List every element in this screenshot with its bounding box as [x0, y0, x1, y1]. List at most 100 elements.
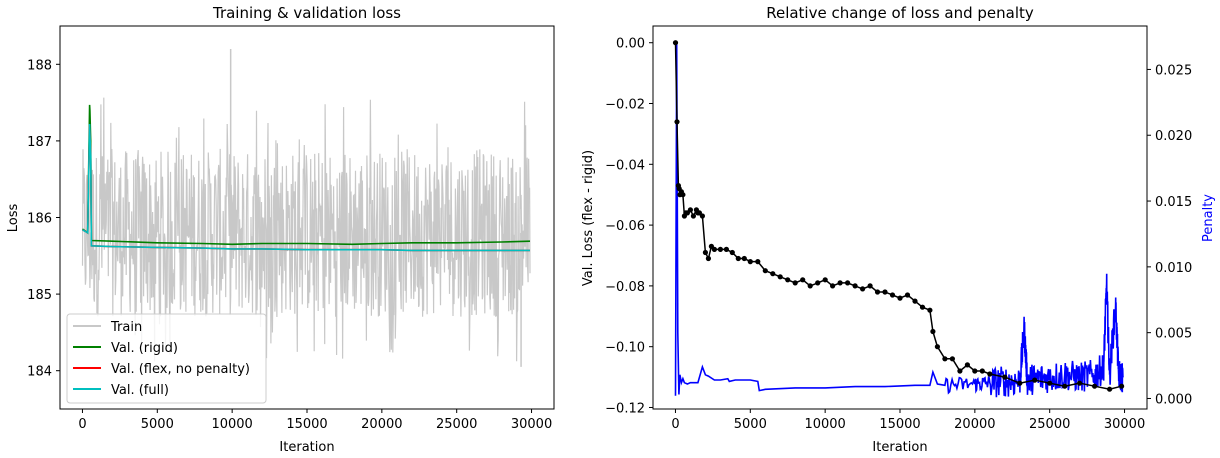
x-tick-label: 15000 [879, 417, 920, 432]
x-tick-label: 25000 [436, 417, 477, 432]
loss-diff-point [1017, 380, 1023, 386]
relative-change-chart: Relative change of loss and penalty 0 500… [581, 4, 1216, 455]
y-tick-label: 187 [27, 135, 52, 150]
loss-diff-point [845, 280, 851, 286]
training-loss-chart: Training & validation loss 0 5000 10000 150… [6, 4, 555, 455]
x-axis-label: Iteration [872, 440, 927, 455]
y-tick-label-left: −0.10 [605, 341, 645, 356]
loss-diff-point [800, 277, 806, 283]
y-tick-label-left: 0.00 [616, 37, 645, 52]
plot-area [672, 40, 1125, 398]
loss-diff-point [717, 246, 724, 252]
loss-diff-point [874, 289, 881, 295]
train-line [81, 97, 531, 362]
axes-frame [59, 25, 555, 410]
y-tick-label-left: −0.02 [605, 98, 645, 113]
loss-diff-point [1119, 383, 1125, 389]
loss-diff-point [723, 246, 730, 252]
y-tick-label-right: 0.005 [1155, 327, 1192, 342]
chart-title: Relative change of loss and penalty [766, 4, 1034, 22]
y-tick-label: 185 [27, 288, 52, 303]
x-tick-label: 5000 [734, 417, 767, 432]
axes-frame [652, 25, 1148, 410]
loss-diff-point [711, 246, 718, 252]
y-tick-label-right: 0.015 [1155, 195, 1192, 210]
loss-diff-point [1032, 377, 1038, 383]
y-tick-label-left: −0.04 [605, 158, 645, 173]
y-axis-label-left: Val. Loss (flex - rigid) [581, 150, 596, 286]
x-tick-label: 0 [78, 417, 86, 432]
legend-label-rigid: Val. (rigid) [111, 341, 178, 356]
loss-diff-point [741, 255, 747, 262]
loss-diff-point [957, 368, 963, 374]
loss-diff-series [672, 40, 1125, 392]
loss-diff-point [830, 283, 836, 289]
x-tick-label: 15000 [286, 417, 327, 432]
x-tick-label: 5000 [141, 417, 174, 432]
loss-diff-point [1107, 386, 1113, 392]
legend-box [66, 313, 267, 404]
x-tick-label: 30000 [1104, 417, 1145, 432]
y-tick-label: 184 [27, 365, 52, 380]
x-tick-label: 25000 [1029, 417, 1070, 432]
loss-diff-point [755, 259, 761, 265]
loss-diff-point [972, 368, 978, 374]
axis-ticks: 0 5000 10000 15000 20000 25000 30000 184 185 186 1… [27, 58, 552, 432]
y-axis-label: Loss [6, 204, 21, 233]
loss-diff-point [702, 249, 709, 256]
loss-diff-point [1002, 374, 1008, 380]
loss-diff-point [729, 249, 735, 256]
loss-diff-point [927, 307, 933, 313]
loss-diff-point [735, 255, 741, 262]
axis-ticks: 0 5000 10000 15000 20000 25000 30000 −0.12 −0.10… [605, 37, 1192, 432]
loss-diff-point [837, 280, 843, 286]
validation-series [82, 104, 531, 252]
loss-diff-point [777, 274, 783, 280]
loss-diff-point [690, 213, 697, 219]
x-tick-label: 30000 [511, 417, 552, 432]
loss-diff-point [785, 277, 791, 283]
loss-diff-point [807, 283, 813, 289]
y-tick-label-right: 0.020 [1155, 129, 1192, 144]
loss-diff-point [762, 268, 768, 274]
val-line-0 [82, 104, 531, 246]
loss-diff-point [889, 292, 896, 298]
loss-diff-point [705, 255, 712, 262]
loss-diff-point [672, 40, 679, 46]
loss-diff-point [904, 292, 911, 298]
loss-diff-point [930, 328, 936, 335]
loss-diff-point [680, 192, 686, 198]
chart-title: Training & validation loss [212, 4, 401, 22]
x-tick-label: 0 [671, 417, 679, 432]
loss-diff-point [949, 356, 956, 362]
legend-label-full: Val. (full) [111, 383, 169, 398]
x-tick-label: 10000 [211, 417, 252, 432]
loss-diff-point [1047, 380, 1053, 386]
loss-diff-point [912, 298, 918, 304]
y-tick-label-left: −0.12 [605, 401, 645, 416]
train-series [81, 48, 531, 367]
x-tick-label: 10000 [804, 417, 845, 432]
loss-diff-point [919, 304, 926, 310]
loss-diff-point [867, 283, 873, 289]
loss-diff-point [942, 356, 948, 362]
x-tick-label: 20000 [954, 417, 995, 432]
y-tick-label-right: 0.025 [1155, 63, 1192, 78]
loss-diff-point [882, 289, 888, 295]
loss-diff-point [860, 286, 866, 292]
y-tick-label-left: −0.08 [605, 280, 645, 295]
loss-diff-point [674, 119, 680, 125]
loss-diff-point [1092, 383, 1098, 389]
y-tick-label: 188 [27, 58, 52, 73]
y-tick-label: 186 [27, 212, 52, 227]
loss-diff-point [792, 280, 798, 286]
plot-area [81, 48, 531, 367]
loss-diff-point [822, 277, 828, 283]
loss-diff-point [934, 344, 941, 350]
loss-diff-point [964, 362, 971, 368]
y-tick-label-right: 0.000 [1155, 392, 1192, 407]
x-tick-label: 20000 [361, 417, 402, 432]
y-tick-label-right: 0.010 [1155, 261, 1192, 276]
loss-diff-point [979, 368, 985, 374]
